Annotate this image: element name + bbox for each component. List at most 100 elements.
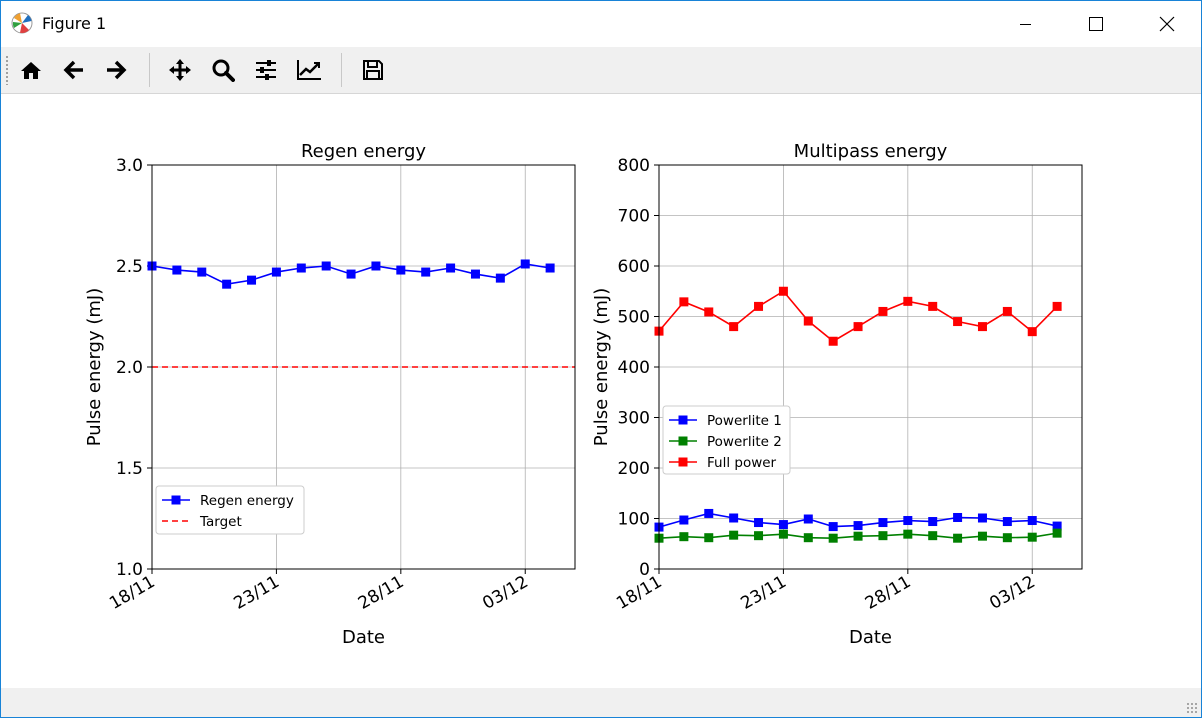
data-point-marker xyxy=(704,533,714,543)
home-button[interactable] xyxy=(16,56,46,84)
pan-button[interactable] xyxy=(165,56,195,84)
data-point-marker xyxy=(172,265,182,275)
data-point-marker xyxy=(1052,301,1062,311)
y-tick-label: 100 xyxy=(618,510,650,530)
data-point-marker xyxy=(446,263,456,273)
data-point-marker xyxy=(778,286,788,296)
legend-label: Powerlite 2 xyxy=(707,434,782,450)
legend-box xyxy=(662,405,791,475)
data-point-marker xyxy=(729,530,739,540)
data-point-marker xyxy=(421,267,431,277)
legend-box xyxy=(155,485,305,535)
data-point-marker xyxy=(828,533,838,543)
window-title: Figure 1 xyxy=(42,14,107,33)
data-point-marker xyxy=(679,532,689,542)
subplots-button[interactable] xyxy=(251,56,281,84)
data-point-marker xyxy=(371,261,381,271)
forward-button[interactable] xyxy=(101,56,131,84)
minimize-button[interactable] xyxy=(1003,1,1049,47)
line-chart-icon xyxy=(297,60,321,80)
data-point-marker xyxy=(1027,327,1037,337)
data-point-marker xyxy=(754,531,764,541)
x-tick-label: 28/11 xyxy=(355,572,407,614)
data-point-marker xyxy=(346,269,356,279)
move-icon xyxy=(169,59,191,81)
legend-marker xyxy=(171,495,181,505)
data-point-marker xyxy=(197,267,207,277)
data-point-marker xyxy=(853,531,863,541)
data-point-marker xyxy=(853,322,863,332)
data-point-marker xyxy=(928,517,938,527)
figure-canvas[interactable]: 1.0 1.5 2.0 2.5 3.0 18/11 23/11 28/11 03/12 Regen… xyxy=(1,94,1201,688)
data-point-marker xyxy=(778,529,788,539)
data-point-marker xyxy=(828,336,838,346)
axes-frame xyxy=(658,164,1083,570)
figure-svg: 1.01.52.02.53.018/11 23/11 28/11 03/12Regen… xyxy=(84,141,1083,648)
y-tick-label: 600 xyxy=(618,257,650,277)
data-point-marker xyxy=(977,513,987,523)
resize-grip[interactable] xyxy=(1186,702,1198,714)
legend-marker xyxy=(678,436,688,446)
close-button[interactable] xyxy=(1144,1,1190,47)
legend-label: Powerlite 1 xyxy=(707,413,782,429)
data-point-marker xyxy=(953,533,963,543)
legend-marker xyxy=(678,457,688,467)
data-point-marker xyxy=(953,317,963,327)
y-tick-label: 2.5 xyxy=(116,257,143,277)
y-tick-label: 0 xyxy=(639,560,650,580)
toolbar-grip[interactable] xyxy=(5,55,9,85)
y-tick-label: 1.0 xyxy=(116,560,143,580)
x-tick-label: 28/11 xyxy=(862,572,914,614)
x-axis-label: Date xyxy=(342,627,385,648)
data-point-marker xyxy=(754,301,764,311)
toolbar-separator xyxy=(149,53,150,87)
navigation-toolbar xyxy=(1,47,1201,94)
y-tick-label: 200 xyxy=(618,459,650,479)
title-bar[interactable]: Figure 1 xyxy=(1,1,1201,47)
minimize-icon xyxy=(1020,24,1031,25)
data-point-marker xyxy=(977,531,987,541)
close-icon xyxy=(1159,16,1175,32)
data-point-marker xyxy=(1002,306,1012,316)
data-point-marker xyxy=(729,322,739,332)
data-point-marker xyxy=(247,275,257,285)
arrow-right-icon xyxy=(107,60,127,80)
sliders-icon xyxy=(256,60,276,80)
data-point-marker xyxy=(679,515,689,525)
y-axis-label: Pulse energy (mJ) xyxy=(591,288,612,446)
chart-title: Regen energy xyxy=(301,141,426,162)
customize-button[interactable] xyxy=(294,56,324,84)
arrow-left-icon xyxy=(63,60,83,80)
data-point-marker xyxy=(977,322,987,332)
data-point-marker xyxy=(853,521,863,531)
data-point-marker xyxy=(928,301,938,311)
data-point-marker xyxy=(704,307,714,317)
data-point-marker xyxy=(903,516,913,526)
x-axis-label: Date xyxy=(849,627,892,648)
y-tick-label: 2.0 xyxy=(116,358,143,378)
toolbar-separator xyxy=(341,53,342,87)
legend-label: Regen energy xyxy=(200,493,294,509)
y-axis-label: Pulse energy (mJ) xyxy=(84,288,105,446)
axes-frame xyxy=(151,164,576,570)
y-tick-label: 300 xyxy=(618,409,650,429)
maximize-button[interactable] xyxy=(1073,1,1119,47)
data-point-marker xyxy=(778,520,788,530)
data-point-marker xyxy=(222,279,232,289)
y-tick-label: 500 xyxy=(618,308,650,328)
zoom-button[interactable] xyxy=(208,56,238,84)
x-tick-label: 23/11 xyxy=(230,572,282,614)
data-point-marker xyxy=(803,316,813,326)
y-tick-label: 700 xyxy=(618,207,650,227)
data-point-marker xyxy=(878,518,888,528)
save-button[interactable] xyxy=(358,56,388,84)
data-point-marker xyxy=(928,531,938,541)
data-point-marker xyxy=(803,533,813,543)
matplotlib-icon xyxy=(11,12,33,34)
y-tick-label: 400 xyxy=(618,358,650,378)
back-button[interactable] xyxy=(59,56,89,84)
data-point-marker xyxy=(545,263,555,273)
data-point-marker xyxy=(495,273,505,283)
status-bar xyxy=(1,688,1201,717)
data-point-marker xyxy=(729,513,739,523)
